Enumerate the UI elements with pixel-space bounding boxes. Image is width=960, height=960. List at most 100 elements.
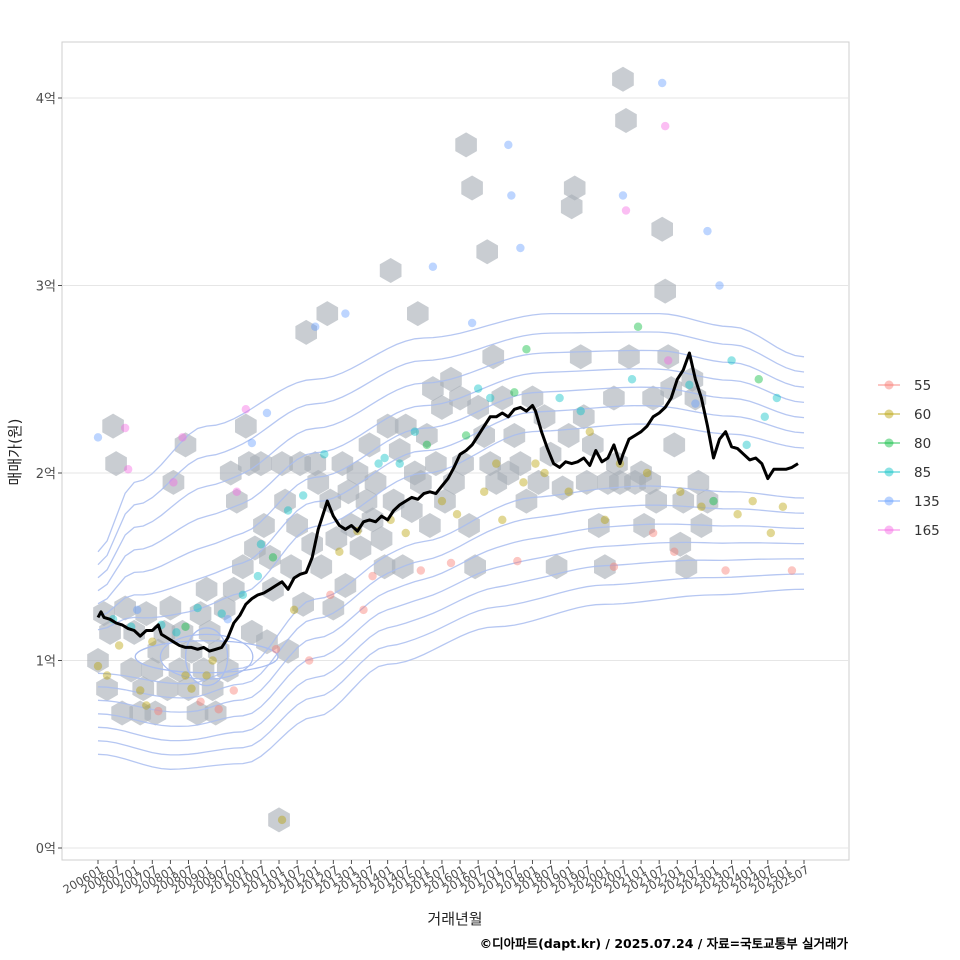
hex-bin [603,385,625,411]
transaction-point [467,318,477,328]
hex-bin [105,451,127,477]
density-contour [97,485,805,685]
transaction-point [531,459,540,468]
hex-bin [87,648,109,673]
transaction-point [268,553,278,562]
transaction-point [703,226,712,236]
hex-bin [654,278,676,304]
density-contour [97,312,805,553]
transaction-point [733,510,742,519]
transaction-point [102,671,112,680]
y-tick-label: 3억 [36,280,56,295]
legend-key-point [884,438,894,448]
density-contour [97,504,805,699]
transaction-point [277,815,287,825]
transaction-point [627,375,637,384]
transaction-point [522,345,531,354]
transaction-point [742,440,751,450]
transaction-point [555,393,564,403]
transaction-point [304,656,314,665]
transaction-point [685,380,694,390]
transaction-point [395,459,404,468]
transaction-point [513,556,522,566]
hex-bin [370,526,393,552]
density-contour [97,558,805,742]
hex-bin [588,513,610,538]
y-tick-label: 0억 [36,842,56,857]
hex-bin [192,657,215,683]
hex-bin [322,595,345,621]
hex-bin [651,216,673,242]
transaction-point [232,487,241,496]
transaction-point [214,705,223,714]
hex-bin [388,438,411,463]
hex-bin [346,460,369,486]
transaction-point [760,412,769,421]
hex-bin [235,413,257,439]
legend: 55 60 80 85 135 165 [878,378,940,539]
hex-bin [527,469,550,495]
transaction-point [709,496,718,506]
transaction-point [446,558,456,568]
hex-bin [316,301,339,327]
x-axis: 2006012006072007012007072008012008072009… [60,860,812,897]
transaction-point [787,566,797,575]
hex-bin [563,175,586,201]
legend-entry-label: 55 [914,378,931,394]
hex-bin [560,194,583,220]
transaction-point [178,433,187,442]
transaction-point [401,528,410,538]
hex-bin [434,488,456,514]
transaction-point [311,322,320,331]
transaction-point [519,478,528,487]
y-tick-label: 1억 [36,655,56,670]
transaction-point [721,566,730,575]
legend-entry-label: 60 [914,407,931,423]
hex-bin [515,488,538,514]
hex-bin [174,432,197,458]
transaction-point [202,671,211,680]
transaction-point [416,566,426,575]
hex-bin [213,595,236,621]
transaction-point [576,406,585,416]
hex-bin [416,423,438,448]
density-contour-ring [159,633,254,680]
hex-bin [633,513,655,538]
transaction-point [498,515,507,525]
hex-bin [162,469,185,495]
x-axis-title: 거래년월 [427,910,482,928]
transaction-point [600,515,610,525]
hex-bin [201,676,224,702]
hex-bin [407,301,429,327]
transaction-point [283,506,293,515]
hex-bin [280,554,302,580]
hex-bin [349,535,372,561]
source-caption: ©디아파트(dapt.kr) / 2025.07.24 / 자료=국토교통부 실… [480,936,849,951]
hex-bin [410,469,432,495]
transaction-point [247,438,257,448]
y-tick-label: 4억 [36,92,56,107]
trend-line-layer [96,351,799,653]
transaction-point [223,615,232,624]
hex-bin [271,451,293,477]
legend-key-point [884,467,894,477]
transaction-point [564,487,573,496]
transaction-point [193,603,202,613]
transaction-point [374,459,383,468]
hex-bin [358,432,381,458]
y-tick-label: 2억 [36,467,56,482]
hex-bin [594,554,616,580]
density-contour [97,386,805,605]
hex-bin [491,385,514,411]
transaction-point [136,686,145,695]
hex-bin [277,638,299,664]
hex-bin [639,469,661,495]
transaction-point [93,433,103,442]
transaction-point [492,459,501,468]
transaction-point [428,262,438,271]
transaction-point [507,191,516,200]
hex-bin [198,619,221,645]
legend-key-point [884,496,894,506]
transaction-point [691,399,700,408]
hex-bin [645,488,667,514]
